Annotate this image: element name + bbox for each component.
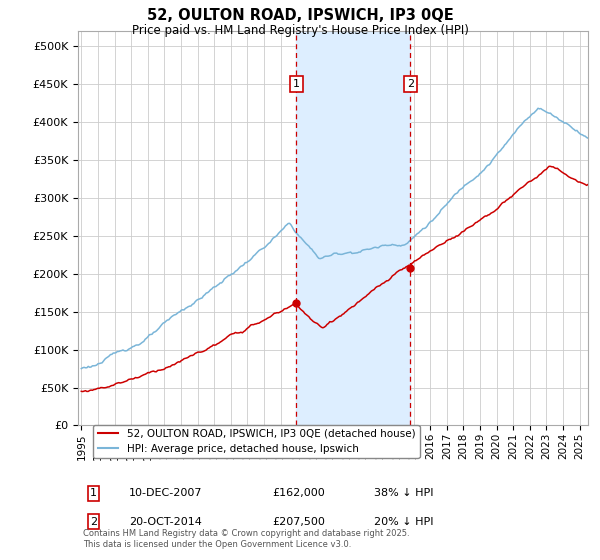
Text: £207,500: £207,500 [272,517,325,526]
Text: Price paid vs. HM Land Registry's House Price Index (HPI): Price paid vs. HM Land Registry's House … [131,24,469,36]
Text: 1: 1 [90,488,97,498]
Text: 20-OCT-2014: 20-OCT-2014 [129,517,202,526]
Text: 38% ↓ HPI: 38% ↓ HPI [374,488,433,498]
Text: 10-DEC-2007: 10-DEC-2007 [129,488,203,498]
Text: Contains HM Land Registry data © Crown copyright and database right 2025.
This d: Contains HM Land Registry data © Crown c… [83,529,410,549]
Text: 20% ↓ HPI: 20% ↓ HPI [374,517,433,526]
Text: 1: 1 [293,79,300,89]
Legend: 52, OULTON ROAD, IPSWICH, IP3 0QE (detached house), HPI: Average price, detached: 52, OULTON ROAD, IPSWICH, IP3 0QE (detac… [94,424,419,458]
Text: £162,000: £162,000 [272,488,325,498]
Text: 2: 2 [90,517,97,526]
Text: 2: 2 [407,79,414,89]
Text: 52, OULTON ROAD, IPSWICH, IP3 0QE: 52, OULTON ROAD, IPSWICH, IP3 0QE [146,8,454,24]
Bar [296,31,410,426]
